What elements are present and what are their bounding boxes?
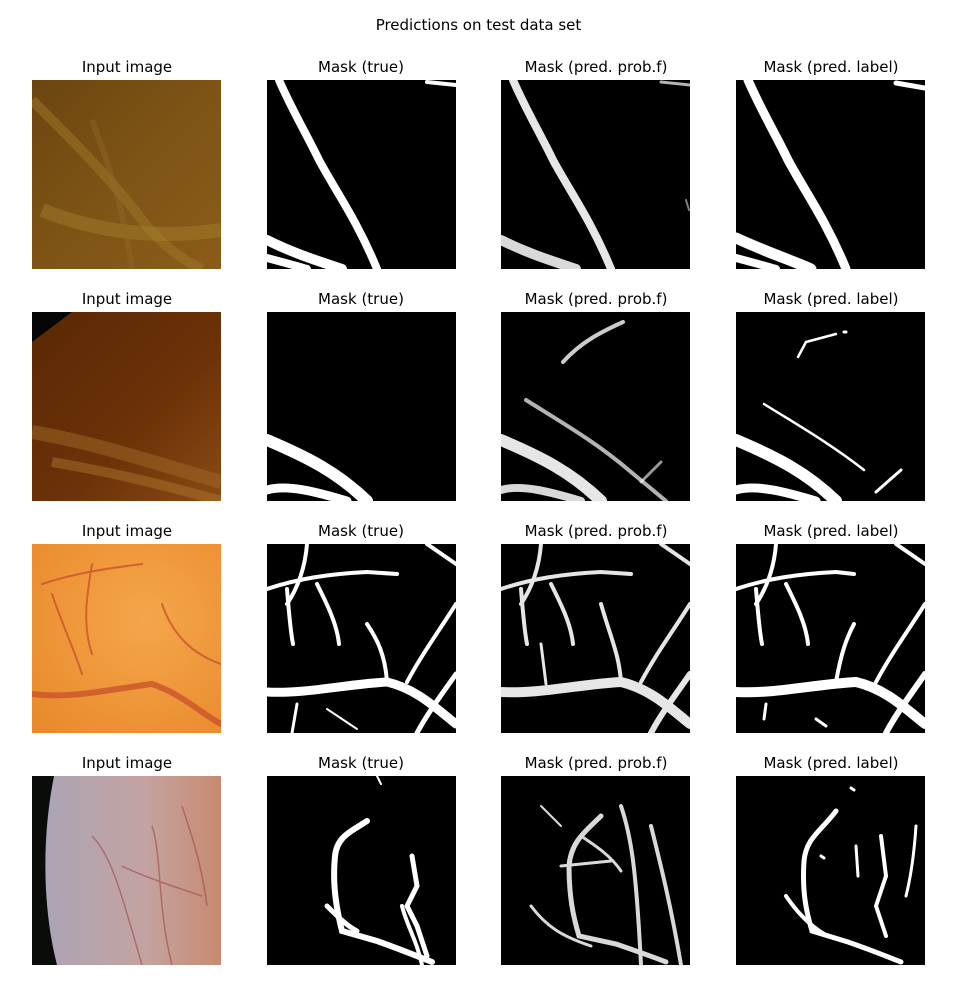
row2-prob-mask — [501, 312, 690, 501]
row2-label-mask-title: Mask (pred. label) — [763, 290, 899, 308]
row1-true-mask-title: Mask (true) — [318, 58, 404, 76]
row3-label-mask-title: Mask (pred. label) — [763, 522, 899, 540]
row4-input-title: Input image — [81, 754, 173, 772]
row2-true-mask-title: Mask (true) — [318, 290, 404, 308]
row3-true-mask — [267, 544, 456, 733]
row3-input-image — [32, 544, 221, 733]
row3-input-title: Input image — [81, 522, 173, 540]
row1-label-mask-title: Mask (pred. label) — [763, 58, 899, 76]
row4-true-mask — [267, 776, 456, 965]
row4-prob-mask — [501, 776, 690, 965]
row2-input-title: Input image — [81, 290, 173, 308]
row2-true-mask — [267, 312, 456, 501]
row2-prob-mask-title: Mask (pred. prob.f) — [524, 290, 668, 308]
row4-label-mask-title: Mask (pred. label) — [763, 754, 899, 772]
row4-label-mask — [736, 776, 925, 965]
row1-label-mask — [736, 80, 925, 269]
row1-prob-mask — [501, 80, 690, 269]
row3-prob-mask — [501, 544, 690, 733]
row1-true-mask — [267, 80, 456, 269]
row3-true-mask-title: Mask (true) — [318, 522, 404, 540]
figure-title: Predictions on test data set — [375, 16, 582, 34]
row3-prob-mask-title: Mask (pred. prob.f) — [524, 522, 668, 540]
row2-input-image — [32, 312, 221, 501]
row2-label-mask — [736, 312, 925, 501]
row1-input-title: Input image — [81, 58, 173, 76]
row3-label-mask — [736, 544, 925, 733]
row4-true-mask-title: Mask (true) — [318, 754, 404, 772]
row1-prob-mask-title: Mask (pred. prob.f) — [524, 58, 668, 76]
row4-prob-mask-title: Mask (pred. prob.f) — [524, 754, 668, 772]
row1-input-image — [32, 80, 221, 269]
row4-input-image — [32, 776, 221, 965]
